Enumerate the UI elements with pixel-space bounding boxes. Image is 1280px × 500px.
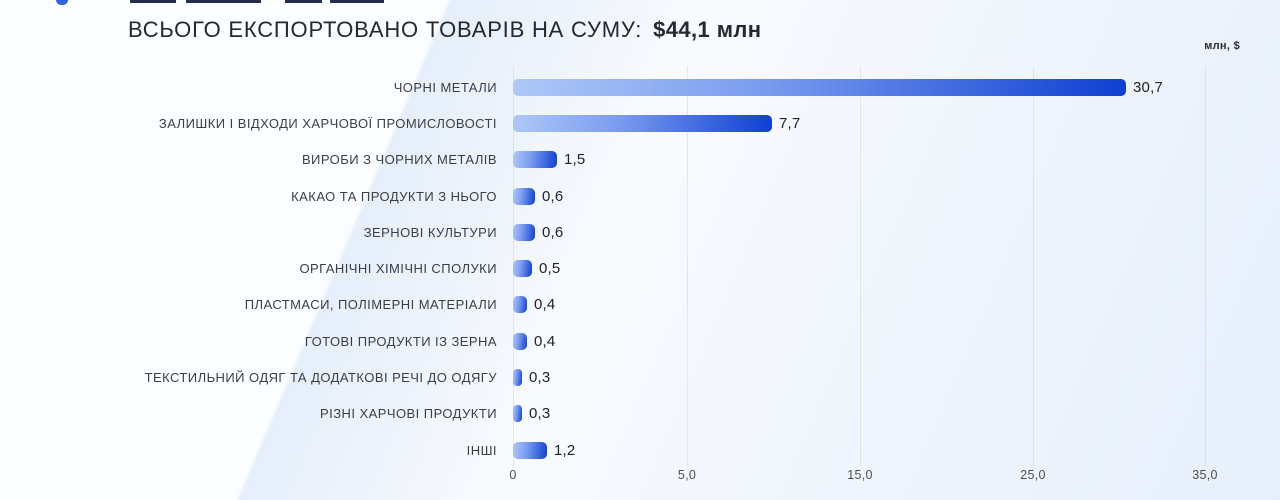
chart-row: ЗАЛИШКИ І ВІДХОДИ ХАРЧОВОЇ ПРОМИСЛОВОСТІ… — [0, 105, 1280, 141]
category-label: ЗЕРНОВІ КУЛЬТУРИ — [363, 224, 497, 240]
category-label: КАКАО ТА ПРОДУКТИ З НЬОГО — [291, 188, 497, 204]
value-label: 7,7 — [779, 114, 801, 132]
chart-row: ТЕКСТИЛЬНИЙ ОДЯГ ТА ДОДАТКОВІ РЕЧІ ДО ОД… — [0, 359, 1280, 395]
bar — [513, 114, 772, 132]
gridline — [860, 66, 861, 466]
cropped-header-remnant — [130, 0, 176, 3]
chart-title-total: $44,1 млн — [653, 17, 762, 42]
cropped-header-remnant — [285, 0, 322, 3]
bar-track: 0,4 — [505, 287, 555, 323]
chart-row: РІЗНІ ХАРЧОВІ ПРОДУКТИ 0,3 — [0, 396, 1280, 432]
bar — [513, 369, 522, 387]
bar — [513, 78, 1126, 96]
x-axis-tick: 25,0 — [1020, 468, 1046, 482]
cropped-header-remnant — [186, 0, 261, 3]
bar-track: 1,2 — [505, 432, 575, 468]
bar-track: 7,7 — [505, 105, 800, 141]
bar — [513, 260, 532, 278]
x-axis-tick-labels: 0 5,0 15,0 25,0 35,0 — [509, 468, 1233, 486]
chart-row: ІНШІ 1,2 — [0, 432, 1280, 468]
bar — [513, 223, 535, 241]
chart-row: ПЛАСТМАСИ, ПОЛІМЕРНІ МАТЕРІАЛИ 0,4 — [0, 287, 1280, 323]
gridline — [1205, 66, 1206, 466]
value-label: 0,6 — [542, 223, 564, 241]
x-axis-tick: 35,0 — [1192, 468, 1218, 482]
bar — [513, 187, 535, 205]
chart-row: ГОТОВІ ПРОДУКТИ ІЗ ЗЕРНА 0,4 — [0, 323, 1280, 359]
x-axis-tick: 5,0 — [677, 468, 697, 482]
bar-chart-rows: ЧОРНІ МЕТАЛИ 30,7 ЗАЛИШКИ І ВІДХОДИ ХАРЧ… — [0, 69, 1280, 468]
chart-row: ЗЕРНОВІ КУЛЬТУРИ 0,6 — [0, 214, 1280, 250]
value-label: 0,5 — [539, 260, 561, 278]
value-label: 0,3 — [529, 369, 551, 387]
bar-track: 1,5 — [505, 142, 585, 178]
chart-row: КАКАО ТА ПРОДУКТИ З НЬОГО 0,6 — [0, 178, 1280, 214]
value-label: 1,2 — [554, 441, 576, 459]
category-label: РІЗНІ ХАРЧОВІ ПРОДУКТИ — [320, 406, 497, 422]
cropped-logo-icon — [56, 0, 68, 5]
gridline — [687, 66, 688, 466]
category-label: ОРГАНІЧНІ ХІМІЧНІ СПОЛУКИ — [299, 261, 497, 277]
bar — [513, 332, 527, 350]
bar-track: 0,6 — [505, 178, 563, 214]
chart-row: ЧОРНІ МЕТАЛИ 30,7 — [0, 69, 1280, 105]
bar — [513, 151, 557, 169]
value-label: 0,6 — [542, 187, 564, 205]
x-axis-tick: 15,0 — [847, 468, 873, 482]
gridline — [1033, 66, 1034, 466]
value-label: 0,4 — [534, 296, 556, 314]
chart-row: ОРГАНІЧНІ ХІМІЧНІ СПОЛУКИ 0,5 — [0, 250, 1280, 286]
bar-track: 0,6 — [505, 214, 563, 250]
bar-track: 0,4 — [505, 323, 555, 359]
chart-title-prefix: ВСЬОГО ЕКСПОРТОВАНО ТОВАРІВ НА СУМУ: — [128, 17, 643, 42]
category-label: ГОТОВІ ПРОДУКТИ ІЗ ЗЕРНА — [304, 333, 497, 349]
value-label: 0,3 — [529, 405, 551, 423]
category-label: ТЕКСТИЛЬНИЙ ОДЯГ ТА ДОДАТКОВІ РЕЧІ ДО ОД… — [144, 370, 497, 386]
bar-track: 0,3 — [505, 359, 550, 395]
value-label: 1,5 — [564, 151, 586, 169]
chart-title: ВСЬОГО ЕКСПОРТОВАНО ТОВАРІВ НА СУМУ: $44,… — [128, 17, 761, 43]
bar — [513, 405, 522, 423]
category-label: ЗАЛИШКИ І ВІДХОДИ ХАРЧОВОЇ ПРОМИСЛОВОСТІ — [158, 115, 497, 131]
bar-track: 30,7 — [505, 69, 1163, 105]
x-axis-tick: 0 — [509, 468, 517, 482]
bar-track: 0,3 — [505, 396, 550, 432]
bar — [513, 441, 547, 459]
axis-unit-label: млн, $ — [1204, 40, 1240, 52]
bar-track: 0,5 — [505, 250, 560, 286]
category-label: ЧОРНІ МЕТАЛИ — [393, 79, 497, 95]
bar — [513, 296, 527, 314]
category-label: ВИРОБИ З ЧОРНИХ МЕТАЛІВ — [301, 152, 497, 168]
cropped-header-remnant — [330, 0, 384, 3]
value-label: 30,7 — [1133, 78, 1163, 96]
chart-row: ВИРОБИ З ЧОРНИХ МЕТАЛІВ 1,5 — [0, 142, 1280, 178]
category-label: ІНШІ — [466, 442, 497, 458]
category-label: ПЛАСТМАСИ, ПОЛІМЕРНІ МАТЕРІАЛИ — [244, 297, 497, 313]
value-label: 0,4 — [534, 332, 556, 350]
